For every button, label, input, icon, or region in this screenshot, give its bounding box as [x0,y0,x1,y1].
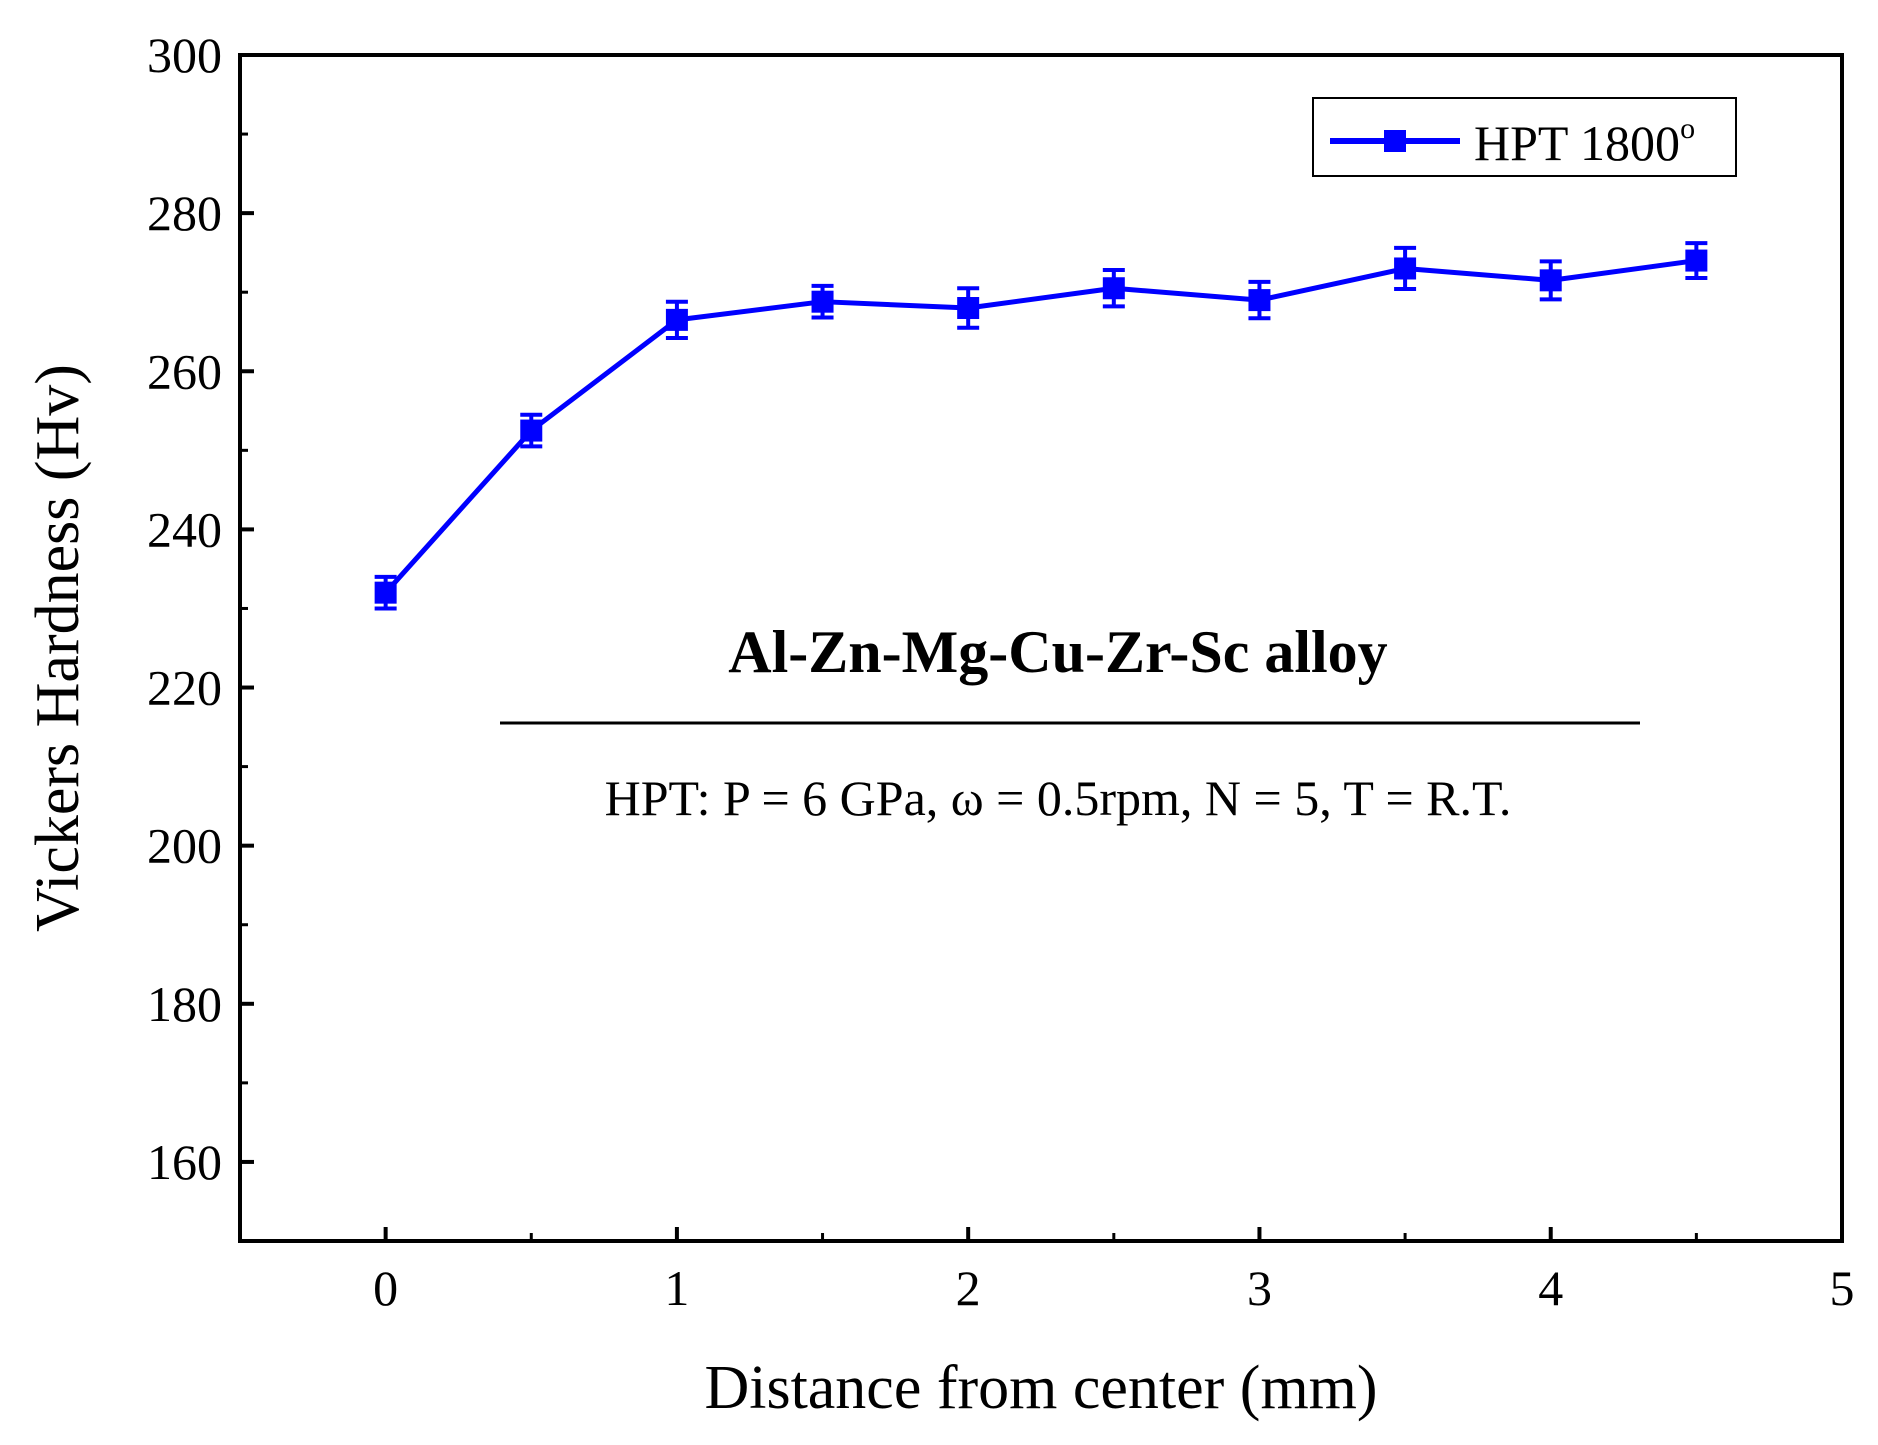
annotation-title: Al-Zn-Mg-Cu-Zr-Sc alloy [728,619,1387,685]
plot-frame [238,53,1844,1243]
data-point [374,581,397,604]
data-point [1685,249,1708,272]
y-axis-label: Vickers Hardness (Hv) [24,364,92,932]
y-tick-label: 260 [147,343,222,399]
data-point [1394,257,1417,280]
data-point [665,308,688,331]
legend-label-superscript: o [1680,112,1695,145]
x-tick-label: 2 [956,1260,981,1316]
x-tick-label: 5 [1830,1260,1855,1316]
x-tick-label: 0 [373,1260,398,1316]
legend-box [1312,97,1737,177]
data-point [1248,289,1271,312]
y-tick-label: 280 [147,185,222,241]
annotation-subtitle: HPT: P = 6 GPa, ω = 0.5rpm, N = 5, T = R… [605,770,1512,826]
y-tick-label: 220 [147,660,222,716]
y-tick-label: 200 [147,818,222,874]
data-point [1539,269,1562,292]
x-axis-label: Distance from center (mm) [704,1354,1377,1422]
data-series [374,241,1708,611]
x-axis-ticks: 0 1 2 3 4 5 [238,1227,1855,1316]
legend: HPT 1800o [1312,97,1737,177]
y-tick-label: 160 [147,1134,222,1190]
data-point [957,297,980,320]
data-point [520,419,543,442]
y-tick-label: 300 [147,27,222,83]
data-point [811,290,834,313]
legend-label: HPT 1800o [1474,112,1695,171]
data-point [1102,277,1125,300]
legend-label-text: HPT 1800 [1474,115,1680,171]
legend-marker [1384,130,1406,152]
series-line [383,258,1697,595]
x-tick-label: 4 [1538,1260,1563,1316]
y-tick-label: 180 [147,976,222,1032]
y-axis-ticks: 160 180 200 220 240 260 280 300 [147,27,254,1243]
x-tick-label: 1 [664,1260,689,1316]
x-tick-label: 3 [1247,1260,1272,1316]
y-tick-label: 240 [147,501,222,557]
